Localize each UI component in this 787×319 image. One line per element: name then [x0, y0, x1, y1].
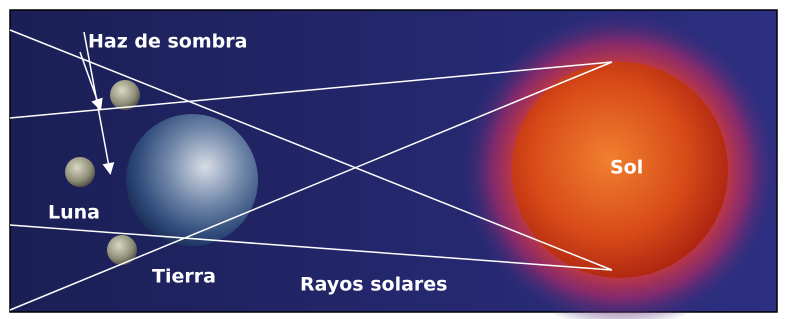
eclipse-diagram: Haz de sombra Luna Tierra Rayos solares … — [0, 0, 787, 319]
moon — [107, 235, 137, 265]
label-rays: Rayos solares — [300, 274, 448, 296]
earth — [126, 114, 258, 246]
label-sun: Sol — [610, 157, 643, 179]
label-earth: Tierra — [152, 266, 216, 288]
moon — [110, 80, 140, 110]
label-shadow: Haz de sombra — [88, 31, 247, 53]
label-moon: Luna — [48, 202, 100, 224]
moon — [65, 157, 95, 187]
